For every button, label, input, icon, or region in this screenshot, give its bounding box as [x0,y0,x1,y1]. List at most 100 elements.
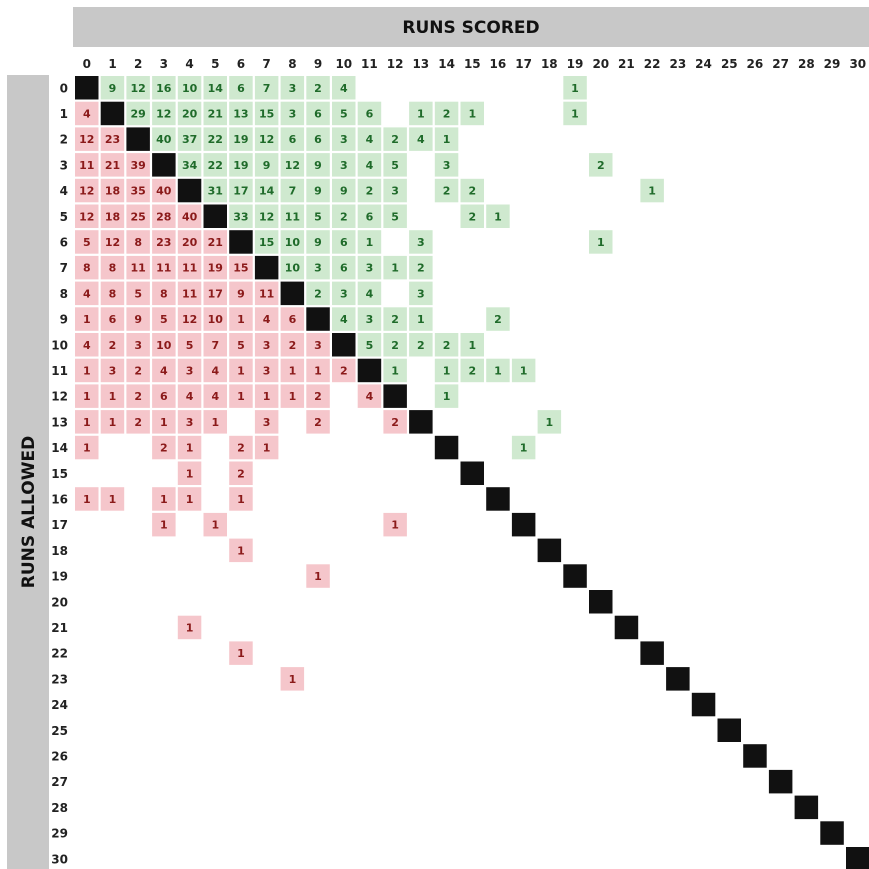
heatmap-cell [177,281,202,306]
heatmap-cell [460,358,484,383]
cell-value-label: 40 [156,185,172,198]
cell-value-label: 1 [83,364,91,377]
cell-value-label: 1 [391,519,399,532]
cell-value-label: 6 [314,133,322,146]
heatmap-cell [229,153,253,177]
heatmap-cell [409,255,433,280]
x-tick-label: 0 [83,57,91,71]
heatmap-cell [126,230,150,254]
heatmap-cell [409,230,433,254]
diagonal-cell [254,255,279,280]
cell-value-label: 6 [366,210,374,223]
cell-value-label: 1 [648,185,656,198]
cell-value-label: 11 [182,287,197,300]
cell-value-label: 22 [208,159,223,172]
heatmap-cell [177,255,202,280]
heatmap-cell [100,127,125,151]
heatmap-cell [254,76,279,100]
cell-value-label: 1 [109,493,117,506]
heatmap-cell [152,178,176,203]
heatmap-cell [254,281,279,306]
heatmap-cell [383,204,407,228]
heatmap-cell [383,358,407,383]
y-tick-label: 22 [51,647,68,661]
heatmap-cell [280,667,305,691]
heatmap-cell [152,358,176,383]
heatmap-cell [75,410,99,434]
heatmap-cell [332,281,356,306]
heatmap-cell [152,487,176,511]
heatmap-cell [254,333,279,357]
cell-value-label: 5 [83,236,91,249]
heatmap-cell [229,307,253,331]
heatmap-cell [409,127,433,151]
cell-value-label: 3 [263,416,271,429]
heatmap-cell [254,230,279,254]
x-tick-label: 20 [592,57,609,71]
heatmap-cell [203,153,227,177]
heatmap-cell [563,101,587,126]
cell-value-label: 1 [417,313,425,326]
cell-value-label: 12 [131,82,146,95]
heatmap-cell [383,127,407,151]
heatmap-cell [75,358,99,383]
cell-value-label: 3 [186,416,194,429]
diagonal-cell [640,641,664,665]
heatmap-cell [126,358,150,383]
y-tick-label: 10 [51,338,68,352]
heatmap-cell [126,281,150,306]
heatmap-cell [357,153,382,177]
y-tick-label: 19 [51,570,68,584]
heatmap-cell [306,333,330,357]
y-tick-label: 1 [60,107,68,121]
diagonal-cell [177,178,202,203]
heatmap-cell [280,255,305,280]
cell-value-label: 8 [109,262,117,275]
heatmap-cell [280,153,305,177]
cell-value-label: 2 [237,467,245,480]
cell-value-label: 10 [156,339,172,352]
heatmap-cell [589,230,613,254]
heatmap-cell [254,178,279,203]
heatmap-cell [177,307,202,331]
y-axis-band [7,75,49,869]
heatmap-cell [75,101,99,126]
x-tick-label: 24 [695,57,712,71]
cell-value-label: 1 [237,544,245,557]
x-tick-label: 1 [108,57,116,71]
heatmap-cell [332,76,356,100]
cell-value-label: 3 [109,364,117,377]
heatmap-cell [152,333,176,357]
heatmap-cell [229,255,253,280]
diagonal-cell [409,410,433,434]
cell-value-label: 1 [211,519,219,532]
cell-value-label: 1 [109,390,117,403]
diagonal-cell [434,435,459,460]
cell-value-label: 9 [237,287,245,300]
heatmap-cell [203,333,227,357]
x-tick-label: 12 [387,57,404,71]
heatmap-cell [383,333,407,357]
heatmap-cell [229,435,253,460]
heatmap-cell [152,512,176,537]
x-tick-label: 5 [211,57,219,71]
cell-value-label: 40 [182,210,198,223]
cell-value-label: 33 [233,210,248,223]
heatmap-cell [100,281,125,306]
heatmap-cell [100,487,125,511]
cell-value-label: 18 [105,185,120,198]
cell-value-label: 1 [443,364,451,377]
cell-value-label: 8 [83,262,91,275]
cell-value-label: 1 [520,364,528,377]
heatmap-cell [152,281,176,306]
heatmap-cell [254,127,279,151]
heatmap-cell [203,255,227,280]
cell-value-label: 1 [237,364,245,377]
cell-value-label: 5 [160,313,168,326]
heatmap-cell [357,127,382,151]
cell-value-label: 7 [211,339,219,352]
cell-value-label: 2 [314,390,322,403]
cell-value-label: 3 [263,339,271,352]
heatmap-cell [152,384,176,408]
y-tick-label: 16 [51,492,68,506]
